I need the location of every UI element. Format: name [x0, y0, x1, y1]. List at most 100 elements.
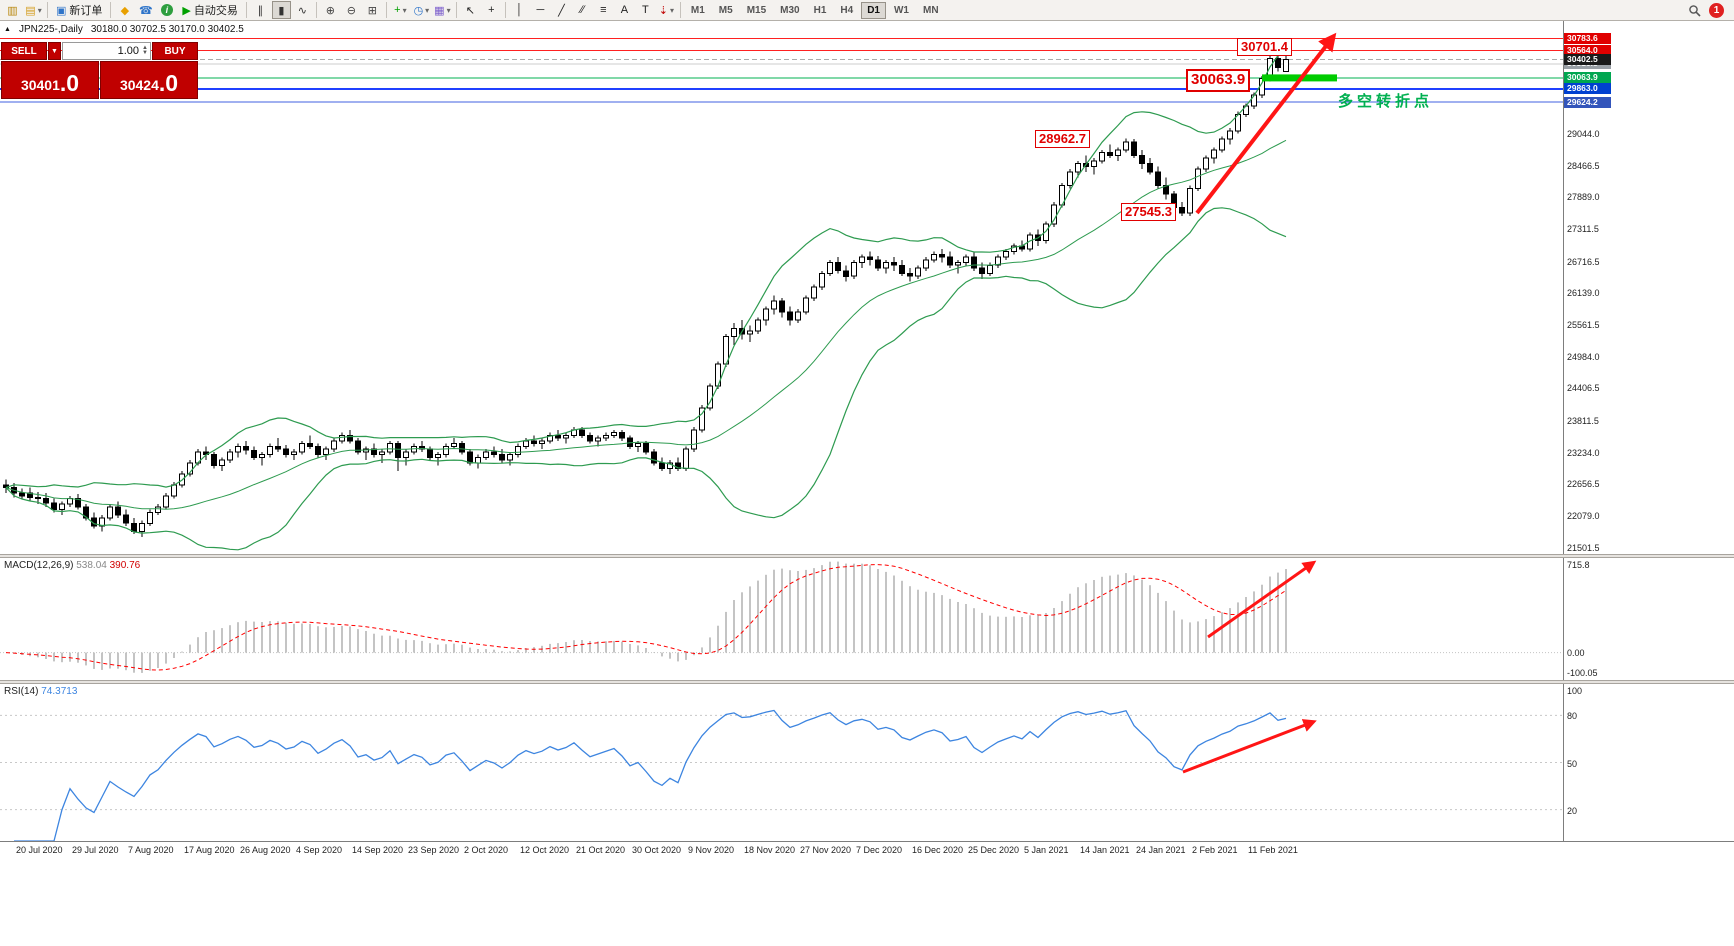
trend-arrow[interactable] — [1195, 32, 1337, 215]
date-label: 17 Aug 2020 — [184, 845, 235, 855]
vertical-line-icon[interactable]: │ — [510, 1, 529, 19]
date-label: 24 Jan 2021 — [1136, 845, 1186, 855]
vertical-line-glyph: │ — [515, 4, 523, 16]
trendline-icon[interactable]: ╱ — [552, 1, 571, 19]
spinner-up-icon[interactable]: ▲ — [142, 45, 148, 51]
price-tick: 25561.5 — [1567, 320, 1600, 331]
profiles-icon[interactable]: ▤ ▾ — [24, 1, 43, 19]
spinner-down-icon[interactable]: ▼ — [142, 50, 148, 56]
channel-icon[interactable]: ∕∕ — [573, 1, 592, 19]
timeframe-d1[interactable]: D1 — [861, 1, 886, 19]
arrows-glyph: ⇣ — [658, 4, 668, 17]
new-order-button-label: 新订单 — [69, 5, 103, 17]
price-tick: 29044.0 — [1567, 128, 1600, 139]
crosshair-glyph: + — [488, 4, 495, 16]
buy-button[interactable]: BUY — [152, 42, 198, 60]
horizontal-line-icon[interactable]: ─ — [531, 1, 550, 19]
main-chart-canvas[interactable] — [0, 21, 1563, 554]
date-label: 16 Dec 2020 — [912, 845, 964, 855]
price-axis[interactable]: 29044.0 28466.5 27889.0 27311.5 26716.5 26139… — [1564, 0, 1734, 946]
toolbar-separator — [679, 2, 681, 18]
crosshair-icon[interactable]: + — [482, 1, 501, 19]
search-icon[interactable] — [1685, 1, 1704, 19]
rsi-line — [14, 709, 1287, 841]
sell-dropdown[interactable]: ▼ — [48, 42, 61, 60]
candlestick-icon[interactable]: ▮ — [271, 1, 291, 19]
new-order-button[interactable]: ▣ 新订单 — [52, 1, 106, 19]
toolbar-separator — [47, 2, 48, 18]
price-tick: 26139.0 — [1567, 288, 1600, 299]
info-icon[interactable]: i — [157, 1, 176, 19]
support-icon[interactable]: ☎ — [136, 1, 155, 19]
zoom-in-icon[interactable]: ⊕ — [321, 1, 340, 19]
dropdown-arrow-icon: ▾ — [669, 5, 674, 15]
sell-price-button[interactable]: 30401.0 — [1, 61, 99, 99]
price-tag[interactable]: 29624.2 — [1564, 96, 1611, 108]
macd-panel-canvas[interactable] — [0, 558, 1563, 679]
panel-separator[interactable] — [0, 680, 1734, 684]
trend-arrow[interactable] — [1207, 560, 1317, 639]
macd-tick: -100.05 — [1567, 668, 1598, 678]
panel-separator[interactable] — [0, 554, 1734, 558]
text-glyph: A — [620, 4, 629, 16]
timeframe-m30[interactable]: M30 — [780, 4, 800, 16]
trend-arrow[interactable] — [1182, 719, 1317, 774]
text-label-glyph: T — [642, 4, 649, 16]
zoom-out-icon[interactable]: ⊖ — [342, 1, 361, 19]
price-tag[interactable]: 30783.6 — [1564, 32, 1611, 44]
toolbar-separator — [110, 2, 112, 18]
rsi-panel-canvas[interactable] — [0, 684, 1563, 841]
ohlc-bars-icon[interactable]: ∥ — [251, 1, 270, 19]
profiles-glyph: ▤ — [25, 4, 36, 17]
notification-badge[interactable]: 1 — [1709, 2, 1724, 18]
sell-button[interactable]: SELL — [1, 42, 47, 60]
date-label: 4 Sep 2020 — [296, 845, 343, 855]
line-chart-icon[interactable]: ∿ — [293, 1, 312, 19]
cursor-icon[interactable]: ↖ — [461, 1, 480, 19]
timeframe-h4[interactable]: H4 — [840, 4, 854, 16]
date-label: 14 Sep 2020 — [352, 845, 404, 855]
price-tag[interactable]: 30402.5 — [1564, 53, 1611, 65]
timeframe-m5[interactable]: M5 — [718, 4, 733, 16]
periods-button[interactable]: ◷ ▾ — [412, 1, 431, 19]
volume-input[interactable]: 1.00 ▲ ▼ — [62, 42, 151, 60]
timeframe-h1[interactable]: H1 — [813, 4, 827, 16]
price-tick: 27311.5 — [1567, 223, 1599, 234]
buy-price-button[interactable]: 30424.0 — [100, 61, 198, 99]
bollinger-middle-band — [5, 139, 1287, 510]
date-label: 29 Jul 2020 — [72, 845, 119, 855]
tile-windows-icon[interactable]: ⊞ — [363, 1, 382, 19]
text-label-icon[interactable]: T — [636, 1, 655, 19]
price-tick: 24406.5 — [1567, 383, 1600, 394]
fibonacci-icon[interactable]: ≡ — [594, 1, 613, 19]
sell-price-int: 30401 — [20, 77, 60, 93]
price-tick: 27889.0 — [1567, 192, 1600, 203]
timeframe-m15[interactable]: M15 — [746, 4, 767, 16]
date-label: 27 Nov 2020 — [800, 845, 852, 855]
timeframe-w1[interactable]: W1 — [893, 4, 909, 16]
indicators-button[interactable]: + ▾ — [391, 1, 410, 19]
sell-price-frac: .0 — [59, 70, 80, 96]
price-tag[interactable]: 30564.0 — [1564, 44, 1611, 56]
date-label: 30 Oct 2020 — [632, 845, 682, 855]
toolbar-separator — [315, 2, 317, 18]
volume-spinner[interactable]: ▲ ▼ — [142, 45, 148, 56]
date-label: 20 Jul 2020 — [16, 845, 63, 855]
price-tag[interactable]: 29863.0 — [1564, 83, 1611, 95]
collapse-triangle-icon[interactable]: ▲ — [4, 26, 11, 33]
arrows-icon[interactable]: ⇣ ▾ — [657, 1, 676, 19]
metaeditor-icon[interactable]: ◆ — [115, 1, 134, 19]
text-icon[interactable]: A — [615, 1, 634, 19]
channel-glyph: ∕∕ — [580, 4, 585, 16]
timeframe-mn[interactable]: MN — [922, 4, 939, 16]
autotrading-button[interactable]: ▶ 自动交易 — [178, 1, 241, 19]
timeframe-m1[interactable]: M1 — [690, 4, 705, 16]
macd-title: MACD(12,26,9) — [4, 560, 74, 571]
rsi-tick: 100 — [1567, 686, 1583, 696]
trendline-glyph: ╱ — [558, 4, 565, 17]
price-tag[interactable]: 30063.9 — [1564, 72, 1611, 84]
templates-button[interactable]: ▦ ▾ — [433, 1, 452, 19]
new-chart-icon[interactable]: ▥ — [3, 1, 22, 19]
